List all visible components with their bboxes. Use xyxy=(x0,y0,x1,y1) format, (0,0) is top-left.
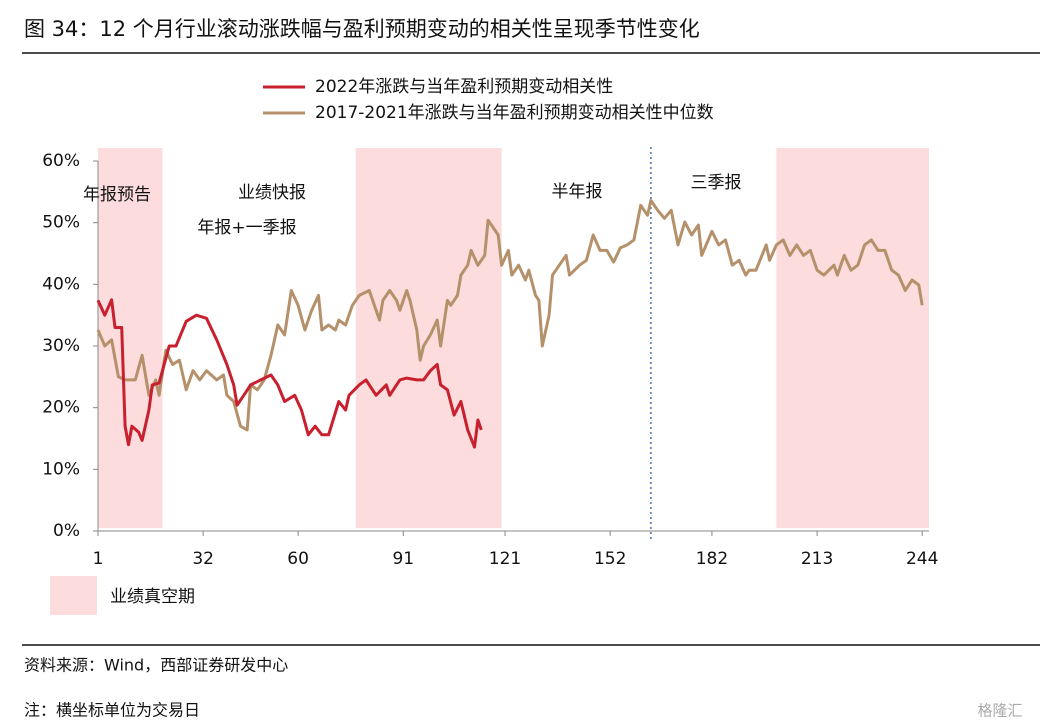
legend-label: 业绩真空期 xyxy=(110,587,195,607)
y-tick-label: 0% xyxy=(53,521,80,541)
legend-label: 2017-2021年涨跌与当年盈利预期变动相关性中位数 xyxy=(315,103,714,123)
x-tick-label: 91 xyxy=(392,549,414,569)
note: 注：横坐标单位为交易日 xyxy=(24,701,200,720)
annotation: 年报预告 xyxy=(83,185,151,205)
shaded-region xyxy=(776,148,929,528)
annotation: 年报+一季报 xyxy=(197,218,296,238)
x-tick-label: 60 xyxy=(287,549,309,569)
x-tick-label: 152 xyxy=(594,549,626,569)
source: 资料来源：Wind，西部证券研发中心 xyxy=(24,656,288,675)
series-line xyxy=(96,199,924,432)
y-tick-label: 40% xyxy=(42,274,80,294)
x-tick-label: 213 xyxy=(801,549,833,569)
annotation: 三季报 xyxy=(691,173,742,193)
x-tick-label: 32 xyxy=(192,549,214,569)
legend-swatch xyxy=(50,576,97,615)
legend-label: 2022年涨跌与当年盈利预期变动相关性 xyxy=(315,77,613,97)
x-tick-label: 1 xyxy=(93,549,104,569)
watermark: 格隆汇 xyxy=(977,702,1022,720)
y-tick-label: 60% xyxy=(42,151,80,171)
x-tick-label: 182 xyxy=(696,549,728,569)
chart-title: 图 34：12 个月行业滚动涨跌幅与盈利预期变动的相关性呈现季节性变化 xyxy=(24,17,700,41)
y-tick-label: 30% xyxy=(42,336,80,356)
y-tick-label: 50% xyxy=(42,213,80,233)
y-tick-label: 20% xyxy=(42,398,80,418)
series-line xyxy=(96,298,483,449)
shaded-region xyxy=(98,148,163,528)
y-tick-label: 10% xyxy=(42,459,80,479)
x-tick-label: 121 xyxy=(489,549,521,569)
annotation: 半年报 xyxy=(552,182,603,202)
x-tick-label: 244 xyxy=(906,549,938,569)
annotation: 业绩快报 xyxy=(238,183,306,203)
